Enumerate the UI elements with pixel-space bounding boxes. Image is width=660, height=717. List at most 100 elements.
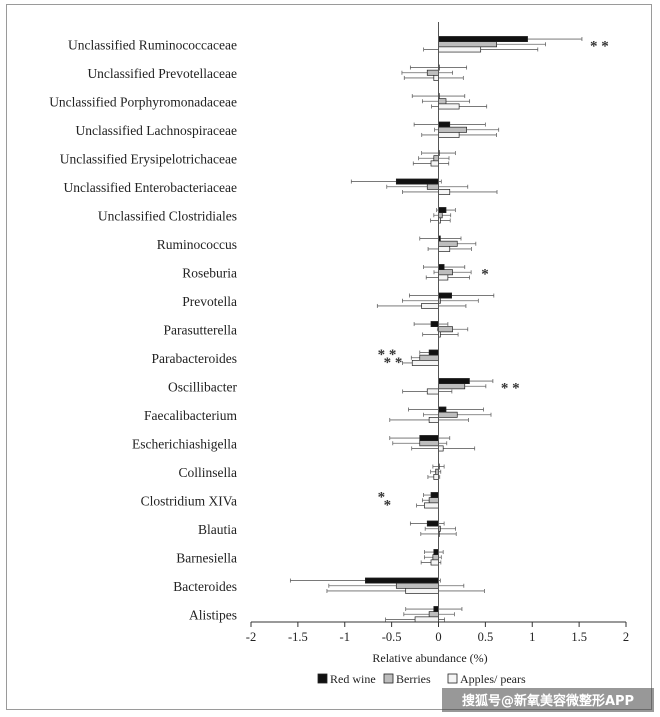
bar: [438, 406, 447, 413]
bar: [438, 240, 458, 247]
bar: [411, 360, 439, 366]
category-label: Unclassified Ruminococcaceae: [68, 37, 237, 52]
x-tick-label: -1.5: [288, 630, 308, 644]
category-label: Unclassified Enterobacteriaceae: [63, 180, 237, 195]
x-tick-label: 1.5: [571, 630, 587, 644]
bar: [433, 549, 439, 556]
category-label: Prevotella: [182, 294, 237, 309]
bar: [430, 160, 439, 167]
category-label: Parasutterella: [164, 322, 237, 337]
bar: [365, 577, 439, 584]
bar: [414, 616, 439, 623]
bar: [438, 383, 466, 390]
x-tick-label: 1: [529, 630, 535, 644]
x-tick-label: 0.5: [478, 630, 494, 644]
bar: [433, 606, 439, 613]
bar: [419, 440, 439, 447]
category-label: Parabacteroides: [152, 351, 237, 366]
category-labels: Unclassified Ruminococcaceae Unclassified…: [49, 37, 237, 622]
bar: [438, 292, 452, 299]
legend-swatch: [317, 673, 328, 684]
bar: [428, 417, 439, 423]
bar: [438, 46, 482, 53]
bar: [438, 411, 458, 418]
bar: [419, 435, 439, 442]
legend-label: Berries: [396, 672, 431, 686]
significance-mark: * *: [590, 38, 609, 54]
bar: [426, 520, 439, 527]
category-label: Collinsella: [179, 465, 238, 480]
bar: [433, 74, 439, 81]
bar: [438, 103, 460, 110]
bar: [438, 378, 470, 385]
bar: [438, 121, 451, 128]
bar: [426, 388, 439, 395]
bar: [438, 269, 453, 276]
bar: [395, 178, 439, 185]
error-bars: [289, 37, 583, 622]
significance-marks: * *** ** ** ***: [378, 38, 609, 513]
category-label: Alistipes: [189, 607, 237, 622]
watermark: 搜狐号@新氧美容微整形APP: [462, 693, 634, 709]
bar: [438, 207, 447, 213]
bar: [433, 155, 439, 162]
bar: [419, 354, 439, 361]
category-label: Roseburia: [182, 265, 237, 280]
category-label: Unclassified Erysipelotrichaceae: [60, 151, 237, 166]
bar: [395, 582, 439, 589]
bar: [438, 326, 453, 333]
category-label: Oscillibacter: [168, 379, 237, 394]
bar: [438, 132, 460, 138]
significance-mark: *: [384, 497, 392, 513]
category-label: Unclassified Clostridiales: [98, 208, 237, 223]
category-label: Blautia: [198, 522, 237, 537]
watermark-background: [442, 688, 654, 712]
category-label: Bacteroides: [173, 579, 237, 594]
category-label: Unclassified Porphyromonadaceae: [49, 94, 237, 109]
bar: [426, 183, 439, 190]
x-axis: -2 -1.5 -1 -0.5 0 0.5 1 1.5 2: [246, 22, 629, 644]
legend-label: Red wine: [330, 672, 376, 686]
bar: [430, 492, 439, 499]
legend-swatch: [447, 673, 458, 684]
category-label: Unclassified Prevotellaceae: [87, 66, 237, 81]
bar: [428, 497, 439, 504]
bar: [428, 611, 439, 618]
x-tick-label: -2: [246, 630, 256, 644]
significance-mark: * *: [501, 380, 520, 396]
bar: [430, 321, 439, 328]
bar: [438, 264, 445, 271]
bar: [438, 126, 467, 133]
legend: Red wine Berries Apples/ pears: [317, 672, 526, 686]
chart-frame: [6, 4, 652, 710]
bar: [426, 69, 439, 76]
significance-mark: * *: [378, 347, 397, 363]
category-label: Clostridium XIVa: [141, 493, 237, 508]
category-label: Ruminococcus: [157, 237, 237, 252]
x-tick-label: -1: [340, 630, 350, 644]
x-tick-label: -0.5: [382, 630, 402, 644]
category-label: Escherichiashigella: [132, 436, 237, 451]
significance-mark: *: [378, 489, 386, 505]
x-tick-label: 2: [623, 630, 629, 644]
bar: [433, 474, 439, 480]
bar: [424, 502, 439, 509]
bar: [438, 246, 451, 252]
category-label: Barnesiella: [176, 550, 237, 565]
bar: [438, 98, 447, 105]
x-axis-label: Relative abundance (%): [372, 651, 487, 665]
bar: [438, 212, 443, 219]
bar: [432, 554, 439, 561]
bar: [421, 303, 439, 309]
bar: [430, 559, 439, 566]
x-tick-label: 0: [435, 630, 441, 644]
category-label: Unclassified Lachnospiraceae: [75, 123, 237, 138]
bar: [428, 349, 439, 356]
legend-swatch: [383, 673, 394, 684]
bar: [438, 36, 528, 43]
category-label: Faecalibacterium: [144, 408, 237, 423]
bar: [438, 189, 451, 195]
significance-mark: * *: [384, 355, 403, 371]
legend-label: Apples/ pears: [460, 672, 526, 686]
bar: [405, 587, 439, 594]
